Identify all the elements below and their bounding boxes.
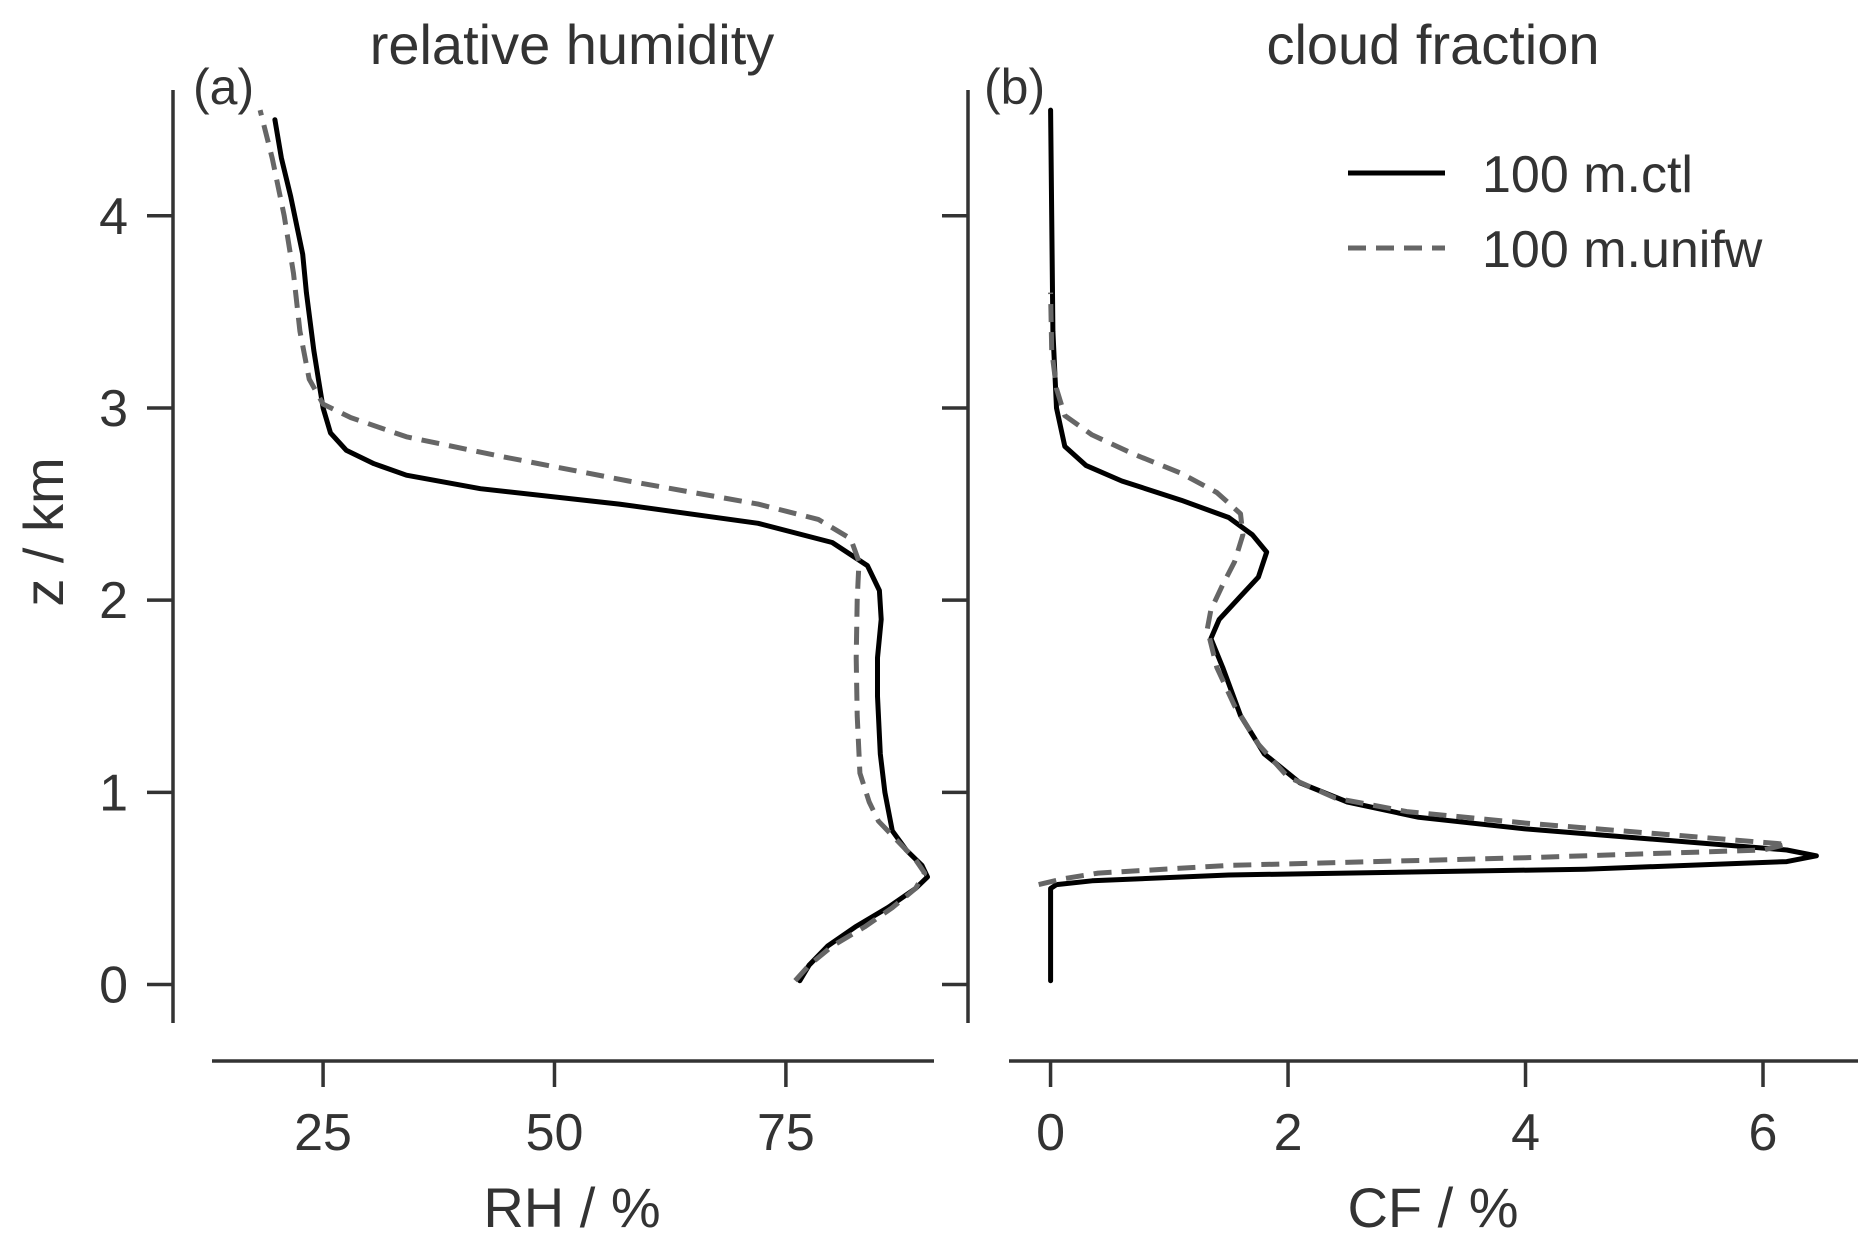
series-line-unifw xyxy=(1038,292,1790,888)
y-tick-label: 2 xyxy=(99,572,128,630)
y-axis-label: z / km xyxy=(12,457,75,606)
legend-label-ctl: 100 m.ctl xyxy=(1482,146,1693,204)
panel-a-label: (a) xyxy=(193,59,254,115)
y-tick-label: 1 xyxy=(99,764,128,822)
x-tick-label: 50 xyxy=(526,1104,584,1162)
y-tick-label: 0 xyxy=(99,957,128,1015)
panel-a-x-ticks: 25 50 75 xyxy=(294,1061,815,1162)
series-line-ctl xyxy=(1048,107,1819,984)
panel-b-x-ticks: 0 2 4 6 xyxy=(1036,1061,1777,1162)
x-tick-label: 4 xyxy=(1511,1104,1540,1162)
x-tick-label: 6 xyxy=(1749,1104,1778,1162)
panel-b-x-axis-label: CF / % xyxy=(1347,1176,1518,1239)
panel-a: relative humidity (a) 0 1 2 3 4 25 50 75 RH / … xyxy=(99,13,934,1239)
series-line-unifw xyxy=(257,109,928,983)
legend-label-unifw: 100 m.unifw xyxy=(1482,221,1763,279)
panel-b-label: (b) xyxy=(984,59,1045,115)
series-line-ctl xyxy=(272,117,930,984)
y-tick-label: 4 xyxy=(99,188,128,246)
x-tick-label: 0 xyxy=(1036,1104,1065,1162)
panel-b-title: cloud fraction xyxy=(1266,13,1599,76)
panel-a-series xyxy=(257,109,930,984)
x-tick-label: 75 xyxy=(757,1104,815,1162)
legend: 100 m.ctl 100 m.unifw xyxy=(1348,146,1763,279)
panel-a-x-axis-label: RH / % xyxy=(483,1176,660,1239)
panel-b-y-ticks xyxy=(942,214,968,987)
x-tick-label: 2 xyxy=(1274,1104,1303,1162)
panel-a-y-ticks: 0 1 2 3 4 xyxy=(99,188,173,1015)
panel-a-title: relative humidity xyxy=(370,13,775,76)
y-tick-label: 3 xyxy=(99,380,128,438)
panel-b: cloud fraction (b) 0 2 4 6 CF / % 100 m.ctl… xyxy=(942,13,1858,1239)
panel-b-series xyxy=(1038,107,1819,984)
x-tick-label: 25 xyxy=(294,1104,352,1162)
